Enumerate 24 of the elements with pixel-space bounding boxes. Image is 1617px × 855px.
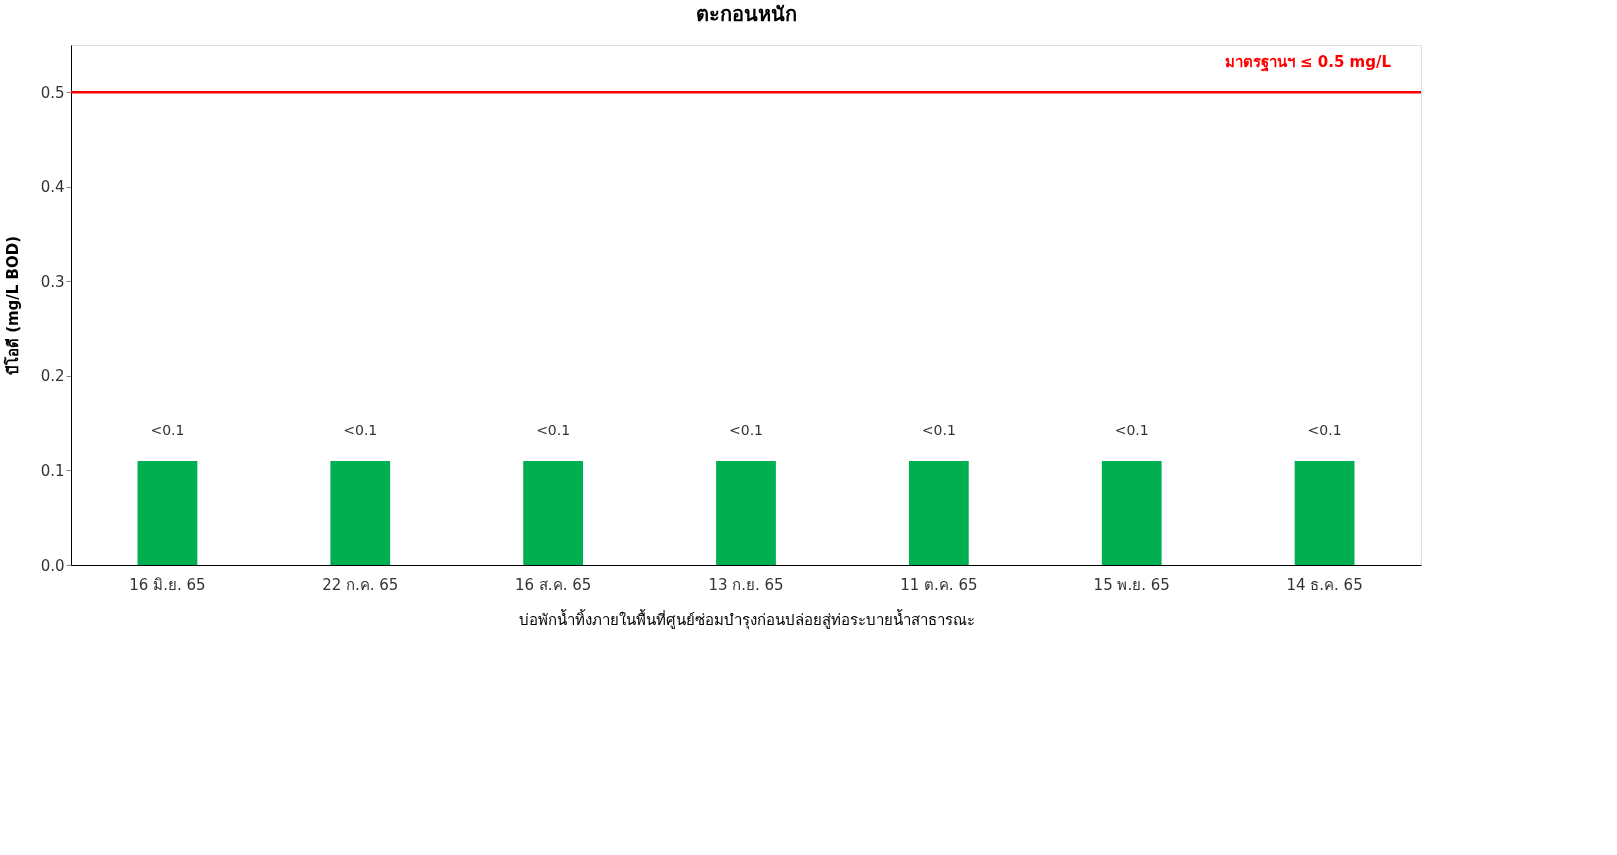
y-tick-label: 0.5 <box>40 83 65 102</box>
x-tick-label: 16 มิ.ย. 65 <box>129 575 206 594</box>
data-label: <0.1 <box>150 422 185 438</box>
x-axis-title: บ่อพักน้ำทิ้งภายในพื้นที่ศูนย์ซ่อมบำรุงก่อนปล่อยสู่ท่อระบายน้ำสาธารณะ <box>518 608 975 630</box>
data-label: <0.1 <box>343 422 378 438</box>
data-label: <0.1 <box>1307 422 1342 438</box>
ref-line-label: มาตรฐานฯ ≤ 0.5 mg/L <box>1224 53 1392 73</box>
x-tick-label: 14 ธ.ค. 65 <box>1286 575 1363 594</box>
x-tick-label: 16 ส.ค. 65 <box>515 575 592 594</box>
x-tick-label: 22 ก.ค. 65 <box>322 575 399 594</box>
data-label: <0.1 <box>729 422 763 438</box>
y-tick-label: 0.2 <box>40 367 65 386</box>
y-tick-label: 0.1 <box>40 461 65 480</box>
x-tick-label: 15 พ.ย. 65 <box>1093 575 1170 594</box>
data-label: <0.1 <box>1114 422 1149 438</box>
y-tick-label: 0.4 <box>40 178 65 197</box>
data-label: <0.1 <box>921 422 956 438</box>
y-tick-label: 0.3 <box>40 272 65 291</box>
x-tick-label: 11 ต.ค. 65 <box>900 575 978 594</box>
data-label: <0.1 <box>536 422 571 438</box>
chart-title: ตะกอนหนัก <box>695 2 797 26</box>
y-tick-label: 0.0 <box>40 556 65 575</box>
x-tick-label: 13 ก.ย. 65 <box>708 575 784 594</box>
y-axis-title: บีโอดี (mg/L BOD) <box>2 235 22 376</box>
